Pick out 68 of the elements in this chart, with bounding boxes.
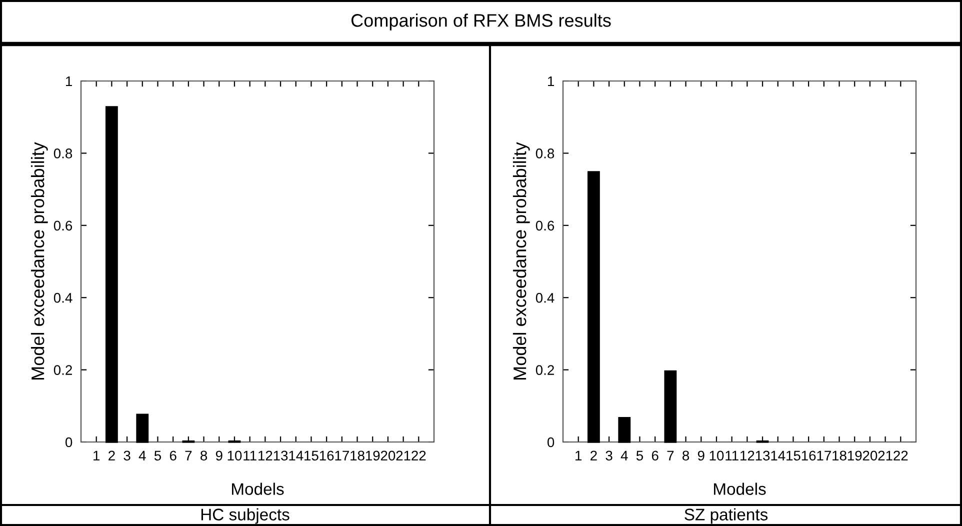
y-tick-label: 0.2 [536,365,554,375]
x-tick-label: 21 [878,450,892,460]
x-tick-label: 22 [412,450,426,460]
bar [136,414,149,443]
y-tick-label: 0.4 [54,292,72,303]
x-tick-label: 11 [244,450,256,460]
x-tick-label: 10 [710,450,724,461]
x-tick-label: 14 [771,450,786,460]
x-tick-label: 5 [154,450,162,461]
x-tick-label: 4 [138,450,146,460]
x-tick-label: 18 [350,450,364,461]
x-tick-label: 13 [756,450,770,461]
x-tick-label: 1 [576,450,582,460]
x-tick-label: 17 [335,450,349,460]
x-tick-label: 4 [620,450,628,460]
x-axis-title: Models [232,482,284,495]
text: SZ patients [684,508,768,524]
bar [587,171,600,443]
x-tick-label: 20 [380,450,396,461]
x-tick-label: 6 [652,450,658,461]
x-tick-label: 7 [667,450,674,460]
bar [618,416,631,443]
x-tick-label: 2 [108,450,115,460]
x-tick-label: 15 [786,450,800,461]
x-tick-label: 6 [170,450,176,461]
x-tick-label: 14 [289,450,304,460]
x-tick-label: 19 [848,450,862,461]
x-tick-label: 8 [200,450,208,461]
y-tick-label: 0.6 [536,220,554,231]
x-tick-label: 3 [606,450,612,461]
x-tick-label: 20 [862,450,878,461]
x-tick-label: 13 [274,450,288,461]
x-tick-label: 16 [320,450,334,461]
y-tick-label: 0 [65,437,72,448]
x-axis-title: Models [714,482,766,495]
x-tick-label: 10 [228,450,242,461]
x-tick-label: 9 [216,450,222,461]
x-tick-label: 19 [366,450,380,461]
x-tick-label: 16 [802,450,816,461]
y-tick-label: 0.6 [54,220,72,231]
y-axis-title: Model exceedance probability [30,142,48,380]
y-tick-label: 0.2 [54,365,72,375]
bar [105,106,118,443]
y-tick-label: 0.8 [536,148,554,158]
y-tick-label: 1 [548,76,554,86]
y-tick-label: 0.4 [536,292,554,303]
x-tick-label: 2 [590,450,597,460]
x-tick-label: 1 [94,450,100,460]
y-tick-label: 1 [66,76,72,86]
y-axis-title: Model exceedance probability [512,142,530,380]
x-tick-label: 15 [304,450,318,461]
y-tick-label: 0.8 [54,148,72,158]
text: HC subjects [201,508,290,524]
x-tick-label: 7 [185,450,192,460]
bar [664,370,677,443]
x-tick-label: 18 [832,450,846,461]
x-tick-label: 22 [894,450,908,460]
x-tick-label: 11 [726,450,738,460]
x-tick-label: 3 [124,450,130,461]
x-tick-label: 12 [740,450,754,460]
text: Comparison of RFX BMS results [351,14,611,30]
x-tick-label: 21 [396,450,410,460]
x-tick-label: 8 [682,450,690,461]
y-tick-label: 0 [547,437,554,448]
x-tick-label: 12 [258,450,272,460]
x-tick-label: 9 [698,450,704,461]
x-tick-label: 17 [817,450,831,460]
x-tick-label: 5 [636,450,644,461]
